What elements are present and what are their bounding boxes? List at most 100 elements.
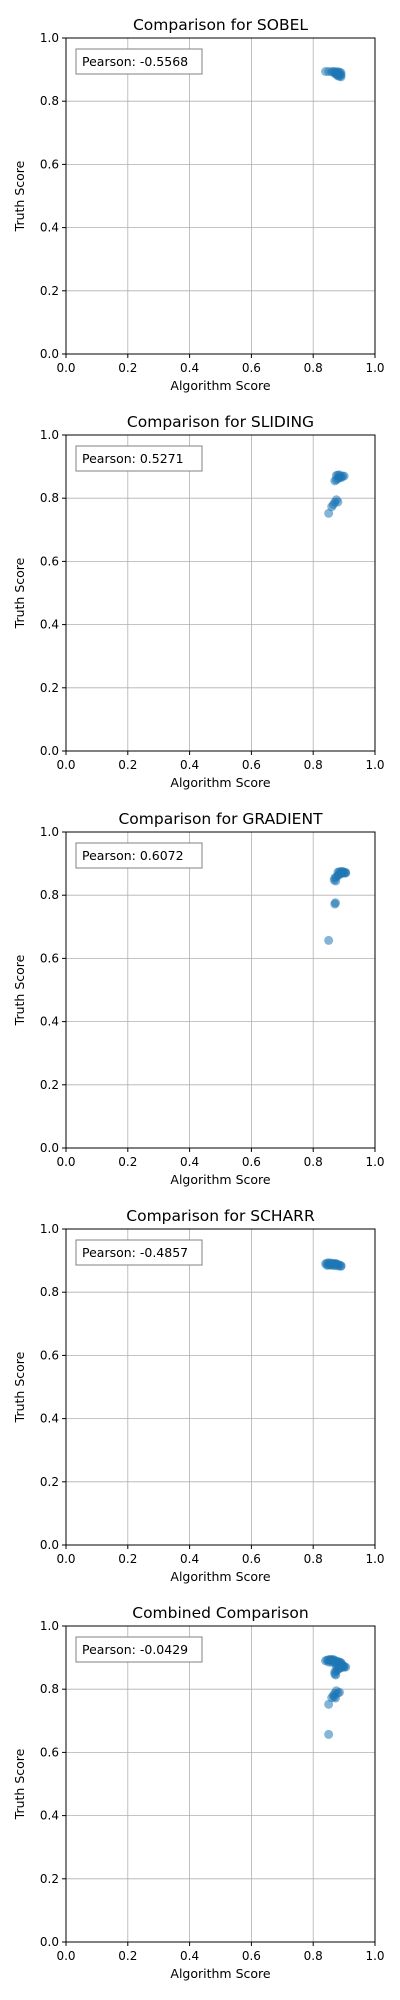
x-axis-label: Algorithm Score [170,1966,271,1981]
chart-title: Comparison for SCHARR [126,1207,315,1225]
chart-title: Combined Comparison [132,1604,308,1622]
plot-frame [65,37,376,355]
x-axis-label: Algorithm Score [170,378,271,393]
x-tick-label: 0.0 [56,758,75,772]
chart-title: Comparison for SOBEL [133,16,308,34]
x-tick-label: 0.4 [180,758,199,772]
y-tick-label: 0.0 [40,347,59,361]
data-point [339,1662,349,1672]
y-axis-label: Truth Score [12,160,27,232]
pearson-annotation-text: Pearson: -0.4857 [82,1245,188,1260]
x-tick-label: 0.2 [118,361,137,375]
x-tick-label: 1.0 [365,758,384,772]
y-tick-label: 0.6 [40,1745,59,1759]
pearson-annotation-text: Pearson: 0.5271 [82,451,184,466]
y-tick-label: 0.8 [40,888,59,902]
y-tick-label: 0.8 [40,491,59,505]
x-tick-label: 0.2 [118,1949,137,1963]
x-tick-label: 0.6 [242,1949,261,1963]
x-tick-label: 0.4 [180,1949,199,1963]
x-tick-label: 0.0 [56,1552,75,1566]
pearson-annotation: Pearson: 0.6072 [75,842,203,869]
pearson-annotation-box [75,1636,203,1663]
plot-frame [65,1228,376,1546]
y-tick-label: 0.8 [40,1682,59,1696]
scatter-points [321,1258,346,1271]
x-tick-label: 1.0 [365,1155,384,1169]
scatter-points [321,66,346,82]
x-tick-label: 0.8 [304,758,323,772]
data-point [333,497,343,507]
y-tick-label: 0.2 [40,681,59,695]
pearson-annotation: Pearson: -0.4857 [75,1239,203,1266]
x-tick-label: 0.6 [242,1155,261,1169]
y-tick-label: 0.4 [40,221,59,235]
x-tick-label: 0.2 [118,758,137,772]
pearson-annotation-box [75,445,203,472]
scatter-points [321,1654,351,1739]
pearson-annotation-text: Pearson: 0.6072 [82,848,184,863]
y-tick-label: 1.0 [40,31,59,45]
pearson-annotation: Pearson: -0.0429 [75,1636,203,1663]
scatter-points [324,470,349,518]
y-tick-label: 1.0 [40,1222,59,1236]
y-axis-label: Truth Score [12,954,27,1026]
y-axis-label: Truth Score [12,1351,27,1423]
chart-title: Comparison for SLIDING [127,413,314,431]
x-tick-label: 1.0 [365,1949,384,1963]
scatter-points [324,867,351,945]
y-tick-label: 0.4 [40,1809,59,1823]
y-tick-label: 0.6 [40,1348,59,1362]
data-point [336,473,346,483]
data-point [324,935,334,945]
data-point [331,1259,341,1269]
x-axis-label: Algorithm Score [170,1569,271,1584]
x-axis-label: Algorithm Score [170,775,271,790]
y-tick-label: 0.0 [40,1141,59,1155]
data-point [324,1729,334,1739]
x-tick-label: 0.8 [304,361,323,375]
x-tick-label: 0.8 [304,1155,323,1169]
y-tick-label: 0.2 [40,284,59,298]
y-tick-label: 0.0 [40,1935,59,1949]
x-tick-label: 1.0 [365,361,384,375]
y-tick-label: 1.0 [40,1619,59,1633]
data-point [330,898,340,908]
chart-panel-5: Combined Comparison 0.0 0.2 0.4 0.6 0.8 1.0 0.0… [12,1604,385,1981]
y-tick-label: 0.6 [40,157,59,171]
x-tick-label: 0.4 [180,361,199,375]
pearson-annotation-text: Pearson: -0.5568 [82,54,188,69]
x-tick-label: 1.0 [365,1552,384,1566]
y-tick-label: 0.6 [40,554,59,568]
y-tick-label: 1.0 [40,428,59,442]
data-point [331,1670,341,1680]
chart-panel-2: Comparison for SLIDING 0.0 0.2 0.4 0.6 0.8 1.0… [12,413,385,790]
x-tick-label: 0.0 [56,1949,75,1963]
y-tick-label: 1.0 [40,825,59,839]
chart-panel-1: Comparison for SOBEL 0.0 0.2 0.4 0.6 0.8 1.0 0.… [12,16,385,393]
x-tick-label: 0.6 [242,361,261,375]
x-tick-label: 0.4 [180,1552,199,1566]
y-tick-label: 0.2 [40,1078,59,1092]
data-point [334,1687,344,1697]
pearson-annotation-box [75,842,203,869]
chart-title: Comparison for GRADIENT [118,810,323,828]
y-tick-label: 0.0 [40,744,59,758]
y-tick-label: 0.4 [40,1015,59,1029]
y-tick-label: 0.2 [40,1872,59,1886]
x-axis-label: Algorithm Score [170,1172,271,1187]
y-tick-label: 0.6 [40,951,59,965]
y-tick-label: 0.4 [40,1412,59,1426]
pearson-annotation: Pearson: 0.5271 [75,445,203,472]
y-axis-label: Truth Score [12,557,27,629]
x-tick-label: 0.0 [56,1155,75,1169]
y-tick-label: 0.8 [40,1285,59,1299]
x-tick-label: 0.8 [304,1552,323,1566]
data-point [341,868,351,878]
pearson-annotation-box [75,48,203,75]
x-tick-label: 0.6 [242,758,261,772]
chart-panel-4: Comparison for SCHARR 0.0 0.2 0.4 0.6 0.8 1.0 0… [12,1207,385,1584]
chart-panel-3: Comparison for GRADIENT 0.0 0.2 0.4 0.6 0.8 1.… [12,810,385,1187]
data-point [328,1654,338,1664]
